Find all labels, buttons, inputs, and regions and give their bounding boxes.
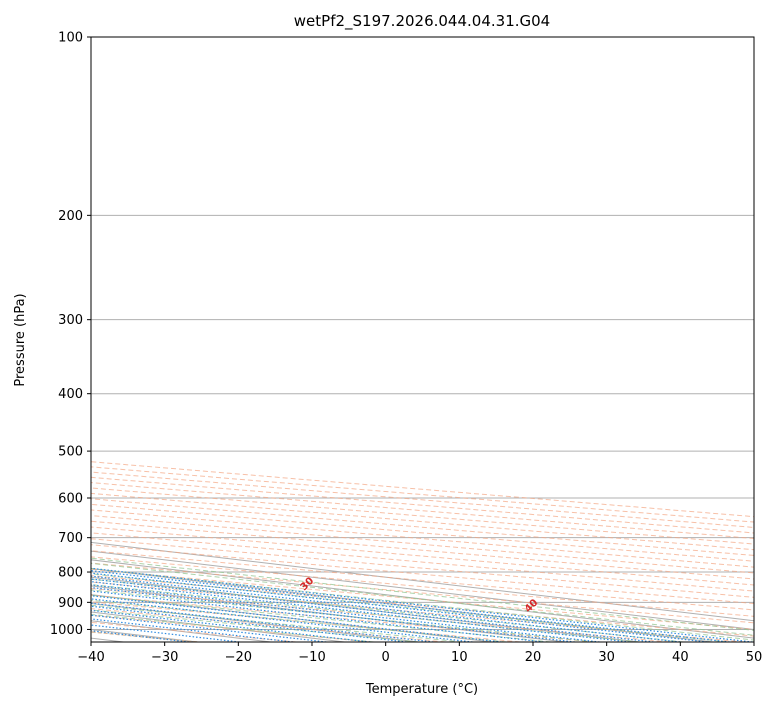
dry-adiabat-line — [91, 476, 754, 534]
mixing-ratio-line — [91, 584, 600, 642]
x-tick-label: 20 — [525, 650, 542, 665]
y-tick-label: 1000 — [50, 623, 83, 638]
moist-adiabat-line — [91, 557, 754, 631]
mixing-ratio-line — [91, 586, 575, 642]
dry-adiabat-line — [91, 482, 754, 539]
moist-adiabat-line — [91, 599, 507, 642]
dry-adiabat-line — [91, 568, 754, 630]
moist-adiabat-line — [91, 562, 754, 636]
dry-adiabat-line — [91, 461, 754, 518]
axis-ticks: −40 −30 −20 −10 0 10 20 30 40 50 100 200 300 400 500 60… — [50, 31, 762, 666]
x-tick-label: 40 — [672, 650, 689, 665]
x-tick-label: −40 — [77, 650, 104, 665]
x-axis-label: Temperature (°C) — [365, 682, 478, 697]
x-tick-label: −30 — [151, 650, 178, 665]
dry-adiabat-line — [91, 588, 670, 642]
mixing-ratio-line — [91, 614, 327, 642]
x-tick-label: 50 — [746, 650, 763, 665]
background-lines — [91, 37, 754, 642]
plot-frame — [90, 36, 755, 643]
dry-adiabat-line — [91, 544, 754, 605]
y-tick-label: 500 — [58, 445, 83, 460]
y-tick-label: 400 — [58, 387, 83, 402]
x-tick-label: 30 — [598, 650, 615, 665]
y-tick-label: 600 — [58, 492, 83, 507]
y-tick-label: 900 — [58, 596, 83, 611]
dry-adiabat-line — [91, 471, 754, 528]
x-tick-label: −20 — [225, 650, 252, 665]
y-tick-label: 100 — [58, 31, 83, 46]
y-tick-label: 300 — [58, 313, 83, 328]
y-tick-label: 700 — [58, 531, 83, 546]
dry-adiabat-line — [91, 556, 754, 617]
y-tick-label: 800 — [58, 566, 83, 581]
moist-adiabat-line — [91, 578, 684, 642]
x-tick-label: −10 — [298, 650, 325, 665]
chart-title: wetPf2_S197.2026.044.04.31.G04 — [294, 12, 550, 31]
x-tick-label: 10 — [451, 650, 468, 665]
y-tick-label: 200 — [58, 209, 83, 224]
dry-adiabat-line — [91, 466, 754, 523]
mixing-ratio-line — [91, 578, 654, 642]
y-axis-label: Pressure (hPa) — [13, 293, 28, 386]
x-tick-label: 0 — [382, 650, 390, 665]
moist-adiabat-line — [91, 594, 551, 642]
mixing-ratio-line — [91, 590, 544, 642]
mixing-ratio-line — [91, 580, 630, 642]
